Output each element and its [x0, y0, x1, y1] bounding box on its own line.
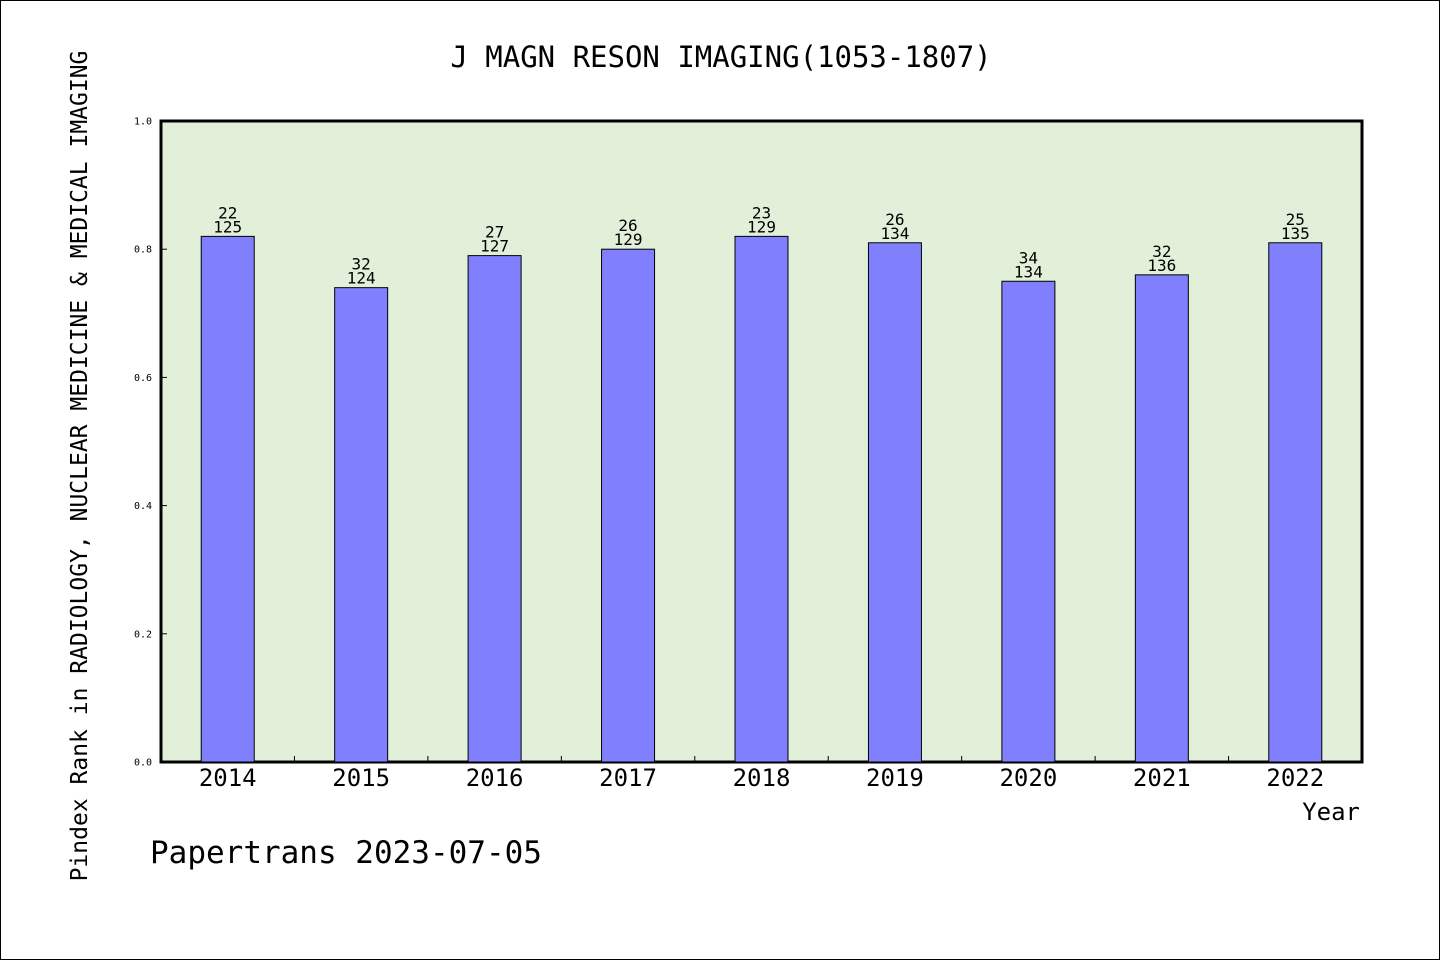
- y-axis-ticks: 0.0 0.2 0.4 0.6 0.8 1.0: [134, 117, 167, 769]
- bar-total-label: 127: [480, 237, 509, 256]
- bar-total-label: 124: [347, 269, 376, 288]
- bar: [467, 255, 522, 763]
- x-tick-label: 2015: [332, 764, 390, 792]
- bar: [1268, 242, 1323, 763]
- chart-title: J MAGN RESON IMAGING(1053-1807): [450, 40, 991, 74]
- bar-total-label: 129: [614, 230, 643, 249]
- x-axis-label: Year: [1302, 798, 1360, 826]
- x-tick-label: 2021: [1133, 764, 1191, 792]
- x-axis-ticks: 2014 2015 2016 2017 2018 2019 2020 2021 2022: [199, 756, 1324, 792]
- y-axis-label: Pindex Rank in RADIOLOGY, NUCLEAR MEDICI…: [67, 51, 93, 882]
- x-tick-label: 2022: [1266, 764, 1324, 792]
- y-tick-label: 0.8: [134, 245, 152, 256]
- bar: [1134, 274, 1189, 763]
- y-tick-label: 0.0: [134, 758, 152, 769]
- x-tick-label: 2014: [199, 764, 257, 792]
- x-tick-label: 2019: [866, 764, 924, 792]
- bar-rank-label: 25: [1286, 210, 1305, 229]
- bar-total-label: 125: [213, 217, 242, 236]
- bar-rank-label: 23: [752, 203, 771, 222]
- bar-rank-label: 32: [1152, 242, 1171, 261]
- footer-credit: Papertrans 2023-07-05: [150, 835, 542, 871]
- x-tick-label: 2017: [599, 764, 657, 792]
- y-tick-label: 0.2: [134, 629, 152, 640]
- bar: [200, 235, 255, 763]
- bar-total-label: 134: [880, 224, 909, 243]
- bar-rank-label: 32: [352, 255, 371, 274]
- bar-rank-label: 22: [218, 203, 237, 222]
- x-tick-label: 2016: [466, 764, 524, 792]
- x-tick-label: 2018: [733, 764, 791, 792]
- bar: [1001, 280, 1056, 763]
- bar-rank-label: 27: [485, 223, 504, 242]
- y-tick-label: 0.6: [134, 373, 152, 384]
- bar-rank-label: 26: [885, 210, 904, 229]
- bar: [334, 287, 389, 763]
- y-tick-label: 1.0: [134, 117, 152, 128]
- bar-rank-label: 34: [1019, 248, 1038, 267]
- bar: [867, 242, 922, 763]
- bar-total-label: 136: [1147, 256, 1176, 275]
- bar: [734, 235, 789, 763]
- x-tick-label: 2020: [999, 764, 1057, 792]
- y-tick-label: 0.4: [134, 501, 152, 512]
- bars-group: [200, 235, 1323, 763]
- bar-total-label: 135: [1281, 224, 1310, 243]
- bar-rank-label: 26: [618, 216, 637, 235]
- bar: [601, 248, 656, 763]
- bar-total-label: 129: [747, 217, 776, 236]
- bar-total-label: 134: [1014, 262, 1043, 281]
